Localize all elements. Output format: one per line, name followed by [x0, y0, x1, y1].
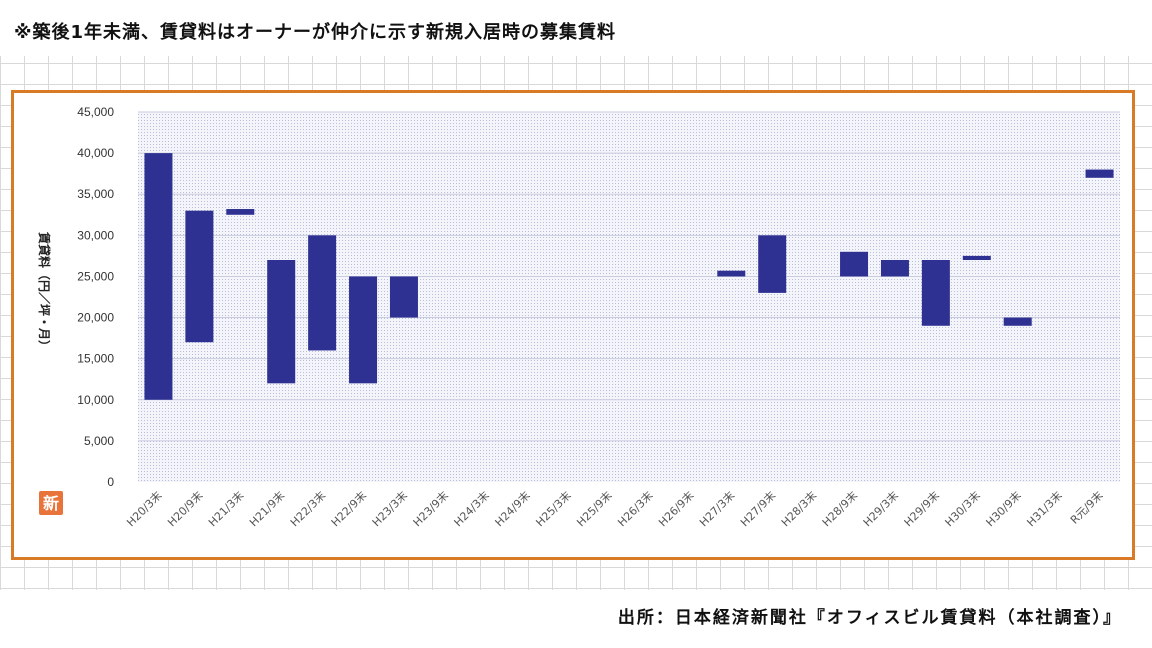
x-tick-label: H24/9末 — [492, 488, 533, 529]
x-tick-label: H27/9末 — [737, 488, 778, 529]
range-bar — [349, 276, 378, 384]
header-band — [0, 0, 1152, 56]
x-tick-label: H28/9末 — [819, 488, 860, 529]
x-tick-label: H23/3末 — [369, 488, 410, 529]
range-bar — [921, 260, 950, 326]
x-tick-label: H21/9末 — [246, 488, 287, 529]
x-tick-label: H25/9末 — [574, 488, 615, 529]
x-tick-label: H30/9末 — [983, 488, 1024, 529]
x-tick-label: H20/9末 — [164, 488, 205, 529]
range-bar — [267, 260, 296, 384]
range-bar — [1003, 317, 1032, 326]
x-tick-label: H26/9末 — [655, 488, 696, 529]
x-tick-label: H28/3末 — [778, 488, 819, 529]
range-bar — [880, 260, 909, 277]
newspaper-logo-icon: 新 — [39, 491, 63, 515]
x-tick-label: H20/3末 — [124, 488, 165, 529]
gridlines — [138, 111, 1120, 442]
x-tick-label: H22/9末 — [328, 488, 369, 529]
x-tick-label: R元/9末 — [1067, 488, 1105, 526]
x-tick-label: H30/3末 — [942, 488, 983, 529]
range-bar — [840, 251, 869, 277]
range-bar — [226, 209, 255, 215]
range-bar — [962, 255, 991, 260]
x-tick-label: H23/9末 — [410, 488, 451, 529]
range-bar — [758, 235, 787, 293]
x-tick-label: H25/3末 — [533, 488, 574, 529]
range-bar — [144, 153, 173, 400]
logo-glyph: 新 — [43, 494, 59, 513]
x-tick-label: H24/3末 — [451, 488, 492, 529]
range-bar — [389, 276, 418, 318]
y-tick-label: 40,000 — [77, 146, 114, 160]
x-tick-label: H29/9末 — [901, 488, 942, 529]
footer-band — [0, 590, 1152, 648]
x-axis-ticks: H20/3末 H20/9末 H21/3末 H21/9末 H22/3末 H22/9末 H23/… — [124, 488, 1106, 529]
range-bar — [717, 270, 746, 277]
plot-area-background — [138, 112, 1120, 482]
x-tick-label: H26/3末 — [615, 488, 656, 529]
y-tick-label: 30,000 — [77, 228, 114, 242]
y-tick-label: 35,000 — [77, 187, 114, 201]
range-bar — [185, 210, 214, 343]
y-tick-label: 5,000 — [84, 434, 114, 448]
x-tick-label: H31/3末 — [1024, 488, 1065, 529]
x-tick-label: H27/3末 — [696, 488, 737, 529]
y-tick-label: 20,000 — [77, 311, 114, 325]
y-axis-ticks: 0 5,000 10,000 15,000 20,000 25,000 30,000 35,0… — [77, 105, 114, 489]
y-axis-title: 賃貸料（円／坪・月） — [37, 231, 52, 352]
x-tick-label: H21/3末 — [205, 488, 246, 529]
source-note: 出所：日本経済新聞社『オフィスビル賃貸料（本社調査）』 — [617, 608, 1122, 628]
range-bar — [308, 235, 337, 351]
page-title: ※築後1年未満、賃貸料はオーナーが仲介に示す新規入居時の募集賃料 — [14, 22, 617, 43]
bar-series — [144, 153, 1114, 400]
x-tick-label: H29/3末 — [860, 488, 901, 529]
x-tick-label: H22/3末 — [287, 488, 328, 529]
y-tick-label: 15,000 — [77, 352, 114, 366]
y-tick-label: 10,000 — [77, 393, 114, 407]
y-tick-label: 45,000 — [77, 105, 114, 119]
y-tick-label: 0 — [107, 475, 114, 489]
y-tick-label: 25,000 — [77, 269, 114, 283]
range-bar — [1085, 169, 1114, 178]
